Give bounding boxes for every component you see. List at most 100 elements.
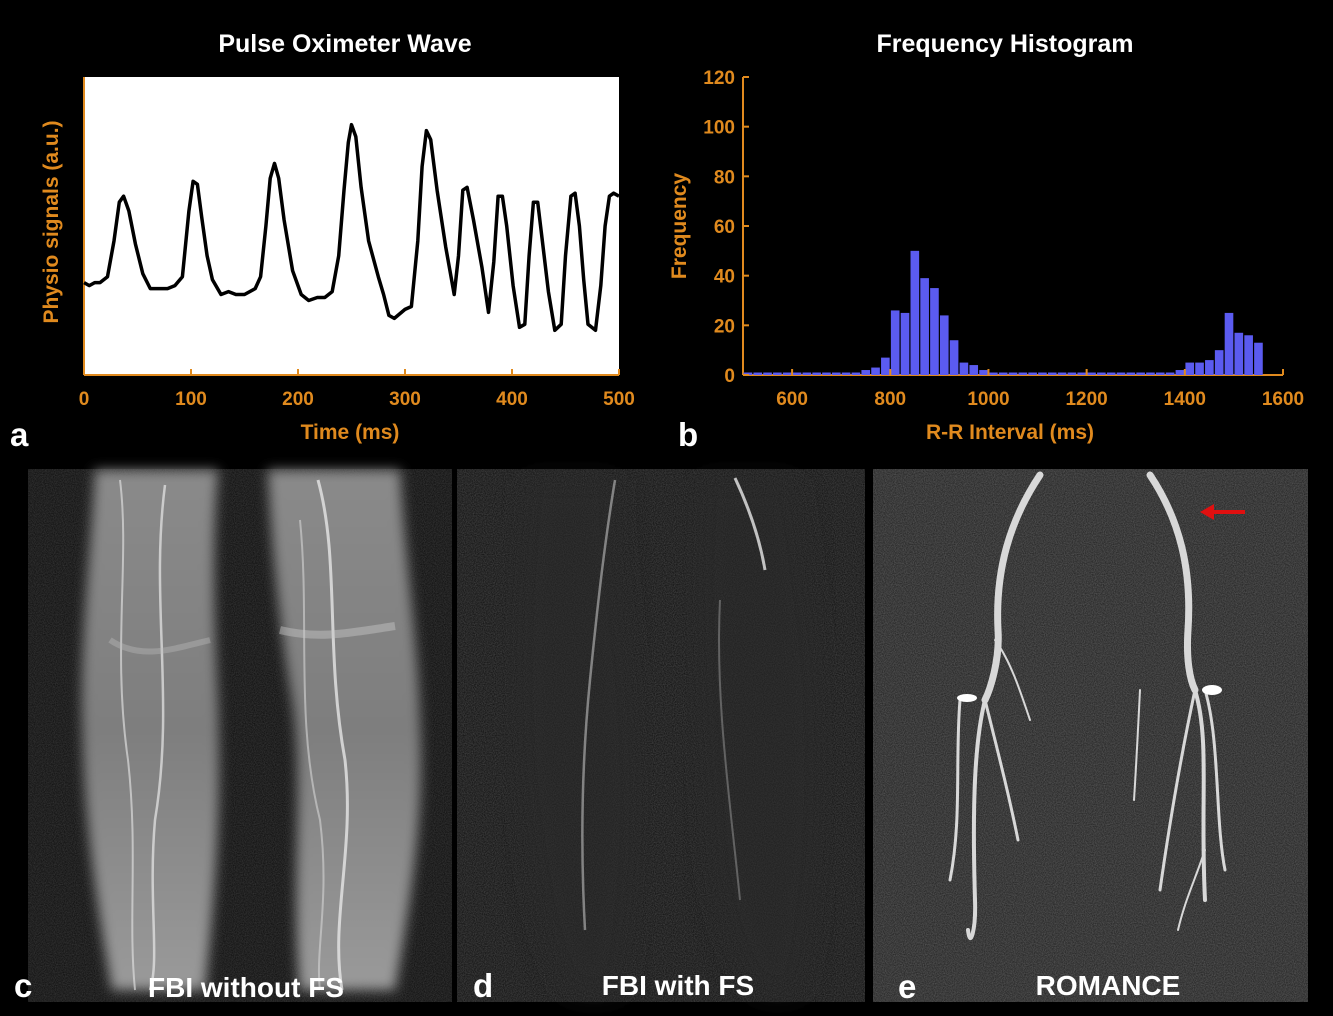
histogram-bar <box>1008 372 1018 375</box>
histogram-bar <box>1126 372 1136 375</box>
pulse-series-line <box>83 122 620 333</box>
histogram-bars <box>743 250 1263 376</box>
panel-e-mri-image: e ROMANCE <box>873 469 1308 1005</box>
histogram-bar <box>998 372 1008 375</box>
histogram-bar <box>851 372 861 375</box>
y-tick-label: 80 <box>714 167 735 188</box>
histogram-bar <box>871 367 880 375</box>
y-axis-label: Physio signals (a.u.) <box>40 120 63 323</box>
histogram-bar <box>753 372 763 375</box>
histogram-bar <box>1146 372 1155 375</box>
y-tick-label: 0 <box>724 366 735 387</box>
histogram-bar <box>802 372 812 375</box>
histogram-bar <box>1175 370 1185 376</box>
y-axis-label: Frequency <box>668 173 691 280</box>
panel-letter-a: a <box>10 416 29 453</box>
histogram-bar <box>959 362 969 376</box>
x-tick-label: 0 <box>79 389 90 410</box>
histogram-bar <box>890 310 900 376</box>
arterial-tree <box>948 471 1227 940</box>
histogram-bar <box>930 288 939 376</box>
image-noise <box>873 469 1308 1002</box>
histogram-bar <box>1038 372 1047 375</box>
histogram-bar <box>1185 362 1195 376</box>
histogram-bar <box>1028 372 1037 375</box>
x-tick-label: 1000 <box>967 389 1009 410</box>
histogram-bar <box>939 315 949 375</box>
image-caption: FBI without FS <box>148 972 344 1003</box>
histogram-bar <box>861 370 871 376</box>
x-tick-label: 1400 <box>1164 389 1206 410</box>
histogram-bar <box>743 372 753 375</box>
histogram-bar <box>792 372 802 375</box>
histogram-bar <box>881 357 890 375</box>
left-leg <box>81 470 220 991</box>
y-tick-label: 100 <box>703 118 735 139</box>
panel-a-pulse-chart: Pulse Oximeter Wave 0 100 200 300 400 500 Tim… <box>10 30 635 453</box>
x-tick-label: 400 <box>496 389 528 410</box>
histogram-bar <box>1097 372 1106 375</box>
y-tick-label: 40 <box>714 267 735 288</box>
histogram-bar <box>1047 372 1057 375</box>
bifurcation-highlights <box>957 685 1222 702</box>
histogram-bar <box>1057 372 1067 375</box>
histogram-bar <box>900 312 910 375</box>
histogram-bar <box>1195 362 1204 376</box>
histogram-bar <box>1087 372 1096 375</box>
histogram-bar <box>910 250 920 376</box>
histogram-bar <box>1077 372 1087 375</box>
image-caption: FBI with FS <box>602 970 754 1001</box>
y-tick-label: 20 <box>714 316 735 337</box>
x-tick-label: 1200 <box>1065 389 1107 410</box>
histogram-bar <box>1244 335 1253 375</box>
vessel-right-lower <box>718 599 741 901</box>
histogram-bar <box>822 372 831 375</box>
x-tick-label: 100 <box>175 389 207 410</box>
histogram-bar <box>1234 332 1244 376</box>
x-ticks: 0 100 200 300 400 500 <box>79 369 635 410</box>
histogram-bar <box>773 372 782 375</box>
histogram-bar <box>969 365 979 375</box>
histogram-bar <box>763 372 772 375</box>
histogram-bar <box>1165 372 1175 375</box>
histogram-bar <box>989 372 998 375</box>
x-tick-label: 800 <box>874 389 906 410</box>
histogram-bar <box>1155 372 1165 375</box>
panel-c-mri-image: c FBI without FS <box>14 469 452 1004</box>
histogram-bar <box>782 372 792 375</box>
histogram-bar <box>831 372 841 375</box>
histogram-bar <box>949 340 959 376</box>
y-tick-label: 120 <box>703 68 735 89</box>
image-caption: ROMANCE <box>1036 970 1181 1001</box>
histogram-bar <box>841 372 851 375</box>
histogram-bar <box>1224 312 1234 375</box>
y-tick-label: 60 <box>714 217 735 238</box>
histogram-bar <box>1214 350 1224 375</box>
x-tick-label: 600 <box>776 389 808 410</box>
panel-letter-e: e <box>898 968 916 1005</box>
x-tick-label: 500 <box>603 389 635 410</box>
histogram-bar <box>812 372 821 375</box>
histogram-bar <box>979 370 988 376</box>
histogram-bar <box>1254 342 1263 375</box>
histogram-bar <box>1205 360 1214 375</box>
x-axis-label: R-R Interval (ms) <box>926 421 1094 444</box>
histogram-bar <box>1116 372 1126 375</box>
histogram-bar <box>1136 372 1145 375</box>
histogram-bar <box>920 278 929 375</box>
panel-b-histogram: Frequency Histogram 600 800 1000 1200 1400 16… <box>668 30 1304 453</box>
plot-area <box>84 77 619 375</box>
panel-letter-b: b <box>678 416 698 453</box>
histogram-bar <box>1106 372 1116 375</box>
right-leg <box>268 470 421 991</box>
faint-leg-outlines <box>514 480 824 995</box>
panel-letter-d: d <box>473 967 493 1004</box>
chart-title: Pulse Oximeter Wave <box>218 30 471 58</box>
histogram-bar <box>1067 372 1077 375</box>
panel-letter-c: c <box>14 967 32 1004</box>
x-ticks: 600 800 1000 1200 1400 1600 <box>776 369 1304 410</box>
panel-d-mri-image: d FBI with FS <box>457 469 865 1004</box>
x-axis-label: Time (ms) <box>301 421 400 444</box>
